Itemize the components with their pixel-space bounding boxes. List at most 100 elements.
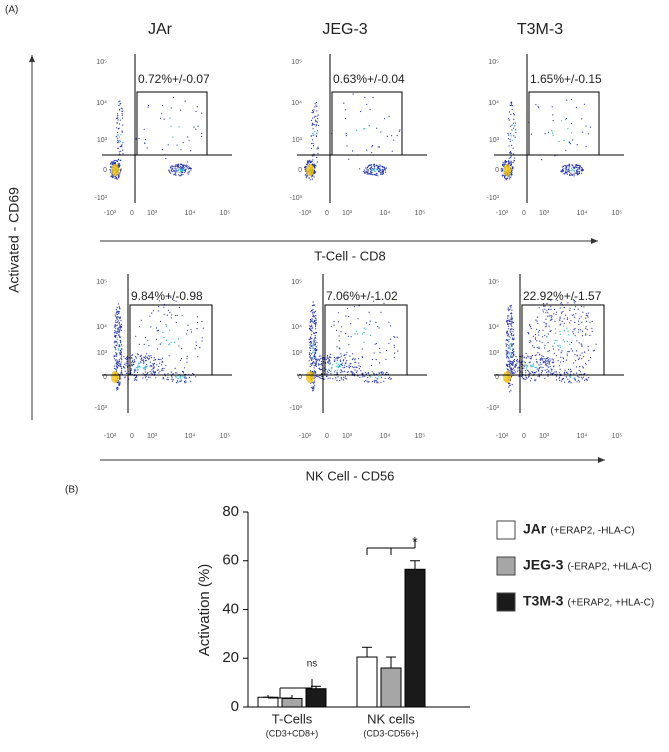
event-dot xyxy=(119,146,121,148)
event-dot xyxy=(530,380,532,382)
event-dot xyxy=(315,104,317,106)
event-dot xyxy=(116,321,118,323)
event-dot xyxy=(515,131,517,134)
event-dot xyxy=(382,166,384,168)
gate-percentage: 22.92%+/-1.57 xyxy=(523,289,602,303)
event-dot xyxy=(140,354,142,356)
event-dot xyxy=(321,377,323,380)
event-dot xyxy=(514,157,516,159)
event-dot xyxy=(576,174,578,176)
event-dot xyxy=(117,117,119,119)
event-dot xyxy=(178,126,180,128)
event-dot xyxy=(172,168,174,170)
event-dot xyxy=(358,358,360,360)
event-dot xyxy=(573,373,575,375)
event-dot xyxy=(115,136,117,138)
event-dot xyxy=(512,364,514,366)
event-dot xyxy=(117,387,119,389)
event-dot xyxy=(325,358,327,360)
event-dot xyxy=(357,318,359,320)
event-dot xyxy=(523,378,525,380)
event-dot xyxy=(576,372,578,374)
y-tick-label: 10⁵ xyxy=(488,279,499,286)
event-dot xyxy=(393,346,395,348)
event-dot xyxy=(120,134,122,136)
event-dot xyxy=(312,347,314,349)
event-dot xyxy=(312,304,314,307)
event-dot xyxy=(565,118,567,120)
event-dot xyxy=(312,159,314,161)
event-dot xyxy=(119,324,121,326)
event-dot xyxy=(367,372,369,375)
x-tick-label: NK cells xyxy=(367,711,415,726)
event-dot xyxy=(529,323,531,325)
event-dot xyxy=(318,124,320,127)
event-dot xyxy=(518,375,520,377)
event-dot xyxy=(313,169,315,171)
event-dot xyxy=(118,326,121,328)
event-dot xyxy=(541,336,544,338)
event-dot xyxy=(538,107,540,109)
event-dot xyxy=(175,174,177,176)
event-dot xyxy=(562,325,565,327)
event-dot xyxy=(339,364,341,366)
event-dot xyxy=(325,368,327,370)
event-dot xyxy=(377,146,379,148)
event-dot xyxy=(576,350,578,352)
event-dot xyxy=(348,158,350,160)
event-dot xyxy=(168,169,170,171)
event-dot xyxy=(591,330,593,332)
event-dot xyxy=(577,164,579,167)
event-dot xyxy=(314,365,317,367)
gate-percentage: 1.65%+/-0.15 xyxy=(530,72,602,86)
event-dot xyxy=(578,171,581,173)
event-dot xyxy=(117,113,119,115)
event-dot xyxy=(534,366,536,368)
event-dot xyxy=(118,328,120,330)
event-dot xyxy=(176,314,178,316)
event-dot xyxy=(362,376,364,378)
event-dot xyxy=(157,369,159,371)
event-dot xyxy=(117,127,119,129)
x-tick-label: 10⁴ xyxy=(185,433,196,440)
event-dot xyxy=(510,161,512,163)
event-dot xyxy=(581,345,583,347)
event-dot xyxy=(310,336,312,338)
event-dot xyxy=(580,170,582,172)
event-dot xyxy=(161,360,163,363)
event-dot xyxy=(173,171,175,173)
event-dot xyxy=(575,166,577,168)
event-dot xyxy=(526,366,528,368)
event-dot xyxy=(345,135,347,137)
event-dot xyxy=(515,356,517,358)
event-dot xyxy=(526,365,529,367)
event-dot xyxy=(376,382,378,384)
event-dot xyxy=(134,378,136,380)
event-dot xyxy=(553,372,555,374)
event-dot xyxy=(559,379,561,381)
event-dot xyxy=(375,174,377,176)
event-dot xyxy=(371,371,373,373)
event-dot xyxy=(540,357,543,359)
event-dot xyxy=(546,362,548,365)
event-dot xyxy=(313,383,315,385)
event-dot xyxy=(537,322,539,324)
event-dot xyxy=(566,372,568,374)
event-dot xyxy=(547,366,550,368)
event-dot xyxy=(510,329,512,331)
event-dot xyxy=(547,350,549,352)
event-dot xyxy=(180,170,182,172)
event-dot xyxy=(530,372,532,374)
event-dot xyxy=(509,337,511,339)
event-dot xyxy=(361,355,363,357)
event-dot xyxy=(116,142,119,144)
event-dot xyxy=(115,349,117,351)
event-dot xyxy=(172,166,174,168)
event-dot xyxy=(174,165,176,167)
event-dot xyxy=(525,372,527,374)
event-dot xyxy=(184,375,186,377)
event-dot xyxy=(149,315,151,317)
event-dot xyxy=(509,125,511,127)
event-dot xyxy=(143,128,145,130)
event-dot xyxy=(119,363,121,365)
